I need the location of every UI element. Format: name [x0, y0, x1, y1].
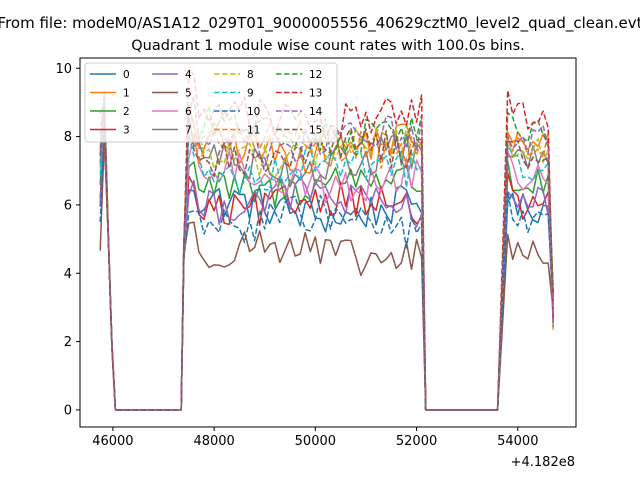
legend-label-8: 8 — [247, 69, 254, 81]
legend-frame — [84, 62, 338, 143]
y-tick-label: 4 — [64, 267, 72, 282]
y-axis: 0 2 4 6 8 10 — [55, 62, 80, 418]
x-tick-label: 48000 — [193, 434, 234, 449]
x-tick-label: 50000 — [295, 434, 336, 449]
legend-label-4: 4 — [185, 69, 192, 81]
legend-label-14: 14 — [309, 106, 323, 118]
y-tick-label: 8 — [64, 130, 72, 145]
x-tick-label: 54000 — [497, 434, 538, 449]
y-tick-label: 2 — [64, 335, 72, 350]
series-line-9 — [99, 100, 554, 411]
x-axis: 46000 48000 50000 52000 54000 — [92, 427, 538, 449]
legend-label-13: 13 — [309, 88, 322, 100]
legend-label-15: 15 — [309, 125, 322, 137]
figure-suptitle: From file: modeM0/AS1A12_029T01_90000055… — [0, 14, 640, 33]
chart-title: Quadrant 1 module wise count rates with … — [131, 38, 525, 54]
legend-label-11: 11 — [247, 125, 260, 137]
legend-label-6: 6 — [185, 106, 192, 118]
y-tick-label: 10 — [55, 62, 72, 77]
x-tick-label: 52000 — [396, 434, 437, 449]
series-line-5 — [99, 137, 554, 411]
legend-label-3: 3 — [123, 125, 130, 137]
series-line-10 — [99, 127, 554, 411]
legend-label-7: 7 — [185, 125, 192, 137]
legend-label-9: 9 — [247, 88, 254, 100]
series-line-7 — [99, 106, 554, 411]
legend-label-0: 0 — [123, 69, 130, 81]
legend-label-1: 1 — [123, 88, 130, 100]
series-line-15 — [99, 106, 554, 411]
y-tick-label: 6 — [64, 198, 72, 213]
x-axis-offset-label: +4.182e8 — [511, 455, 575, 470]
legend-label-10: 10 — [247, 106, 260, 118]
legend-label-12: 12 — [309, 69, 322, 81]
series-line-2 — [99, 115, 554, 411]
plot-area-frame — [79, 57, 577, 428]
x-tick-label: 46000 — [92, 434, 133, 449]
legend-label-5: 5 — [185, 88, 192, 100]
y-tick-label: 0 — [64, 403, 72, 418]
legend-label-2: 2 — [123, 106, 130, 118]
